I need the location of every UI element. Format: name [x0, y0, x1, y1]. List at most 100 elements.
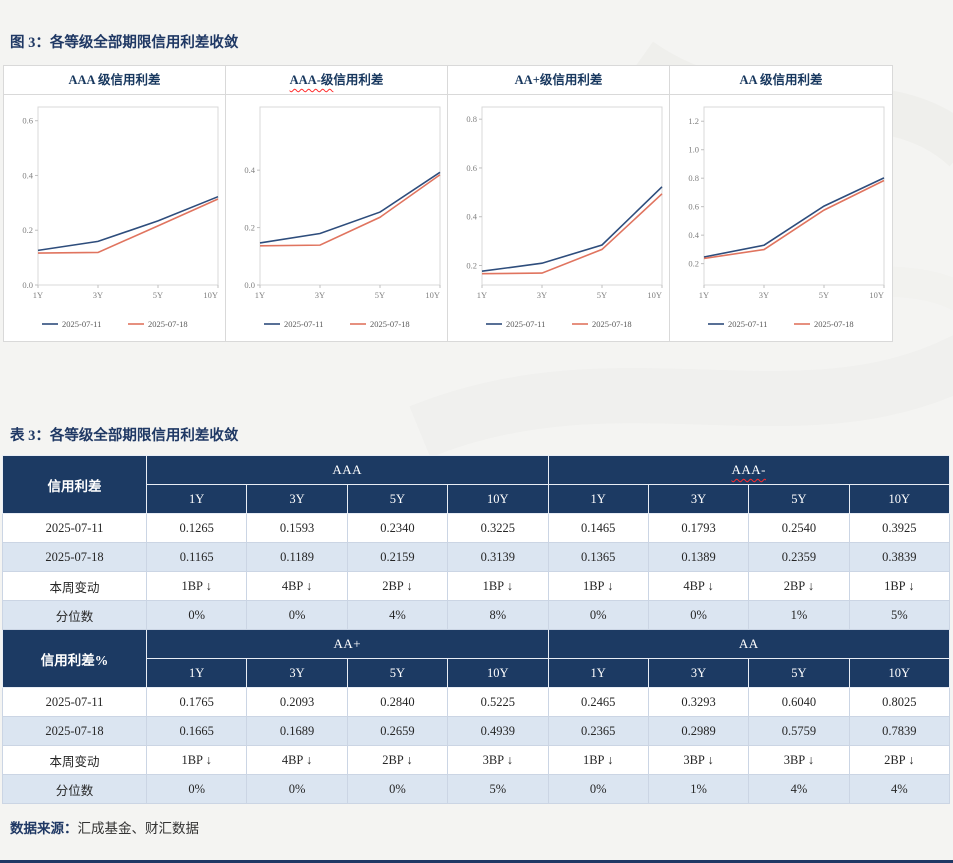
table-group-header: AAA — [146, 455, 549, 485]
table-cell: 1BP ↓ — [145, 571, 248, 601]
svg-text:0.4: 0.4 — [22, 170, 33, 180]
svg-text:5Y: 5Y — [596, 290, 606, 300]
table-row: 2025-07-11 0.1765 0.2093 0.2840 0.5225 0.2465… — [2, 687, 951, 717]
rating-group-label: AA+ — [333, 636, 362, 651]
table-cell: 0.1389 — [647, 542, 750, 572]
svg-text:0.2: 0.2 — [244, 223, 255, 233]
chart-aa: AA 级信用利差 0.2 0.4 0.6 0.8 1.0 1.2 1Y 3Y 5Y 10Y 2025-… — [670, 66, 892, 341]
table-cell: 0.3839 — [848, 542, 951, 572]
table-cell: 0% — [145, 600, 248, 630]
svg-text:0.2: 0.2 — [466, 260, 477, 270]
table-tenor-header: 10Y — [447, 484, 549, 514]
table-cell: 0.1593 — [246, 513, 348, 543]
table-cell: 0.2840 — [346, 687, 449, 717]
table-cell: 0.7839 — [848, 716, 951, 746]
table-tenor-header: 5Y — [748, 658, 850, 688]
table-cell: 0% — [647, 600, 750, 630]
svg-text:1Y: 1Y — [32, 290, 42, 300]
chart-title-text: AAA-级 — [289, 73, 334, 87]
table-cell: 0.2989 — [647, 716, 750, 746]
table-cell: 0.5759 — [748, 716, 850, 746]
page-bottom-rule — [0, 860, 953, 863]
rating-group-label: AAA- — [731, 462, 766, 477]
table-cell: 1BP ↓ — [848, 571, 951, 601]
table-cell: 0% — [547, 774, 649, 804]
chart-title-text: AA 级信用利差 — [739, 73, 823, 87]
table-tenor-header: 10Y — [447, 658, 549, 688]
chart-title-text: AAA 级信用利差 — [68, 73, 161, 87]
table-cell: 5% — [848, 600, 951, 630]
table-cell: 5% — [447, 774, 549, 804]
row-label: 2025-07-11 — [2, 687, 147, 717]
table-cell: 0.6040 — [748, 687, 850, 717]
table-cell: 1BP ↓ — [145, 745, 248, 775]
table-cell: 3BP ↓ — [447, 745, 549, 775]
table-cell: 4% — [748, 774, 850, 804]
table-tenor-header: 3Y — [647, 484, 750, 514]
svg-text:0.6: 0.6 — [22, 116, 33, 126]
svg-text:2025-07-11: 2025-07-11 — [728, 319, 767, 329]
row-label: 本周变动 — [2, 745, 147, 775]
table-cell: 2BP ↓ — [346, 745, 449, 775]
row-label: 本周变动 — [2, 571, 147, 601]
table-corner-label-0: 信用利差 — [2, 455, 147, 514]
svg-text:1Y: 1Y — [476, 290, 486, 300]
table-group-header: AAA- — [547, 455, 950, 485]
svg-text:1Y: 1Y — [254, 290, 264, 300]
table-cell: 0.1365 — [547, 542, 649, 572]
chart-title-aaa: AAA 级信用利差 — [4, 66, 225, 95]
svg-text:10Y: 10Y — [647, 290, 662, 300]
table-tenor-header: 1Y — [547, 658, 649, 688]
table-row: 本周变动 1BP ↓ 4BP ↓ 2BP ↓ 1BP ↓ 1BP ↓ 4BP ↓ 2BP ↓ 1… — [2, 571, 951, 601]
figure-title: 图 3：各等级全部期限信用利差收敛 — [10, 35, 239, 51]
chart-aa-plus: AA+级信用利差 0.2 0.4 0.6 0.8 1Y 3Y 5Y 10Y 2025-07-11 2… — [448, 66, 670, 341]
table-tenor-header: 5Y — [346, 658, 449, 688]
svg-text:2025-07-18: 2025-07-18 — [148, 319, 188, 329]
table-row: 2025-07-18 0.1665 0.1689 0.2659 0.4939 0.2365… — [2, 716, 951, 746]
table-cell: 3BP ↓ — [748, 745, 850, 775]
table-cell: 4BP ↓ — [246, 745, 348, 775]
table-row: 分位数 0% 0% 4% 8% 0% 0% 1% 5% — [2, 600, 951, 630]
table-cell: 0.8025 — [848, 687, 951, 717]
rating-group-label: AA — [738, 636, 759, 651]
svg-text:2025-07-11: 2025-07-11 — [284, 319, 323, 329]
row-label: 2025-07-18 — [2, 716, 147, 746]
svg-text:2025-07-18: 2025-07-18 — [370, 319, 410, 329]
table-cell: 1BP ↓ — [547, 745, 649, 775]
data-source-label: 数据来源： — [10, 821, 78, 836]
table-cell: 0.2093 — [246, 687, 348, 717]
svg-text:1Y: 1Y — [699, 290, 709, 300]
table-cell: 0.3293 — [647, 687, 750, 717]
table-title: 表 3：各等级全部期限信用利差收敛 — [10, 428, 239, 444]
table-tenor-header: 10Y — [848, 484, 951, 514]
svg-text:2025-07-18: 2025-07-18 — [592, 319, 632, 329]
svg-text:5Y: 5Y — [819, 290, 829, 300]
table-row: 分位数 0% 0% 0% 5% 0% 1% 4% 4% — [2, 774, 951, 804]
table-cell: 4BP ↓ — [246, 571, 348, 601]
svg-text:0.8: 0.8 — [466, 114, 477, 124]
table-cell: 0.1165 — [145, 542, 248, 572]
svg-text:2025-07-11: 2025-07-11 — [62, 319, 101, 329]
table-cell: 2BP ↓ — [748, 571, 850, 601]
table-cell: 0.2659 — [346, 716, 449, 746]
table-cell: 0.1793 — [647, 513, 750, 543]
table-cell: 0% — [346, 774, 449, 804]
data-source-text: 汇成基金、财汇数据 — [77, 821, 200, 836]
credit-spread-table: 信用利差 AAA AAA- 1Y 3Y 5Y 10Y 1Y 3Y 5Y 10Y 2025-07-11 0… — [2, 455, 951, 804]
table-row: 本周变动 1BP ↓ 4BP ↓ 2BP ↓ 3BP ↓ 1BP ↓ 3BP ↓ 3BP ↓ 2… — [2, 745, 951, 775]
table-cell: 3BP ↓ — [647, 745, 750, 775]
table-cell: 8% — [447, 600, 549, 630]
chart-title-aa: AA 级信用利差 — [670, 66, 892, 95]
svg-text:3Y: 3Y — [759, 290, 769, 300]
table-tenor-header: 5Y — [346, 484, 449, 514]
svg-text:0.8: 0.8 — [688, 173, 699, 183]
chart-title-text: 信用利差 — [333, 73, 384, 87]
chart-aaa: AAA 级信用利差 0.0 0.2 0.4 0.6 1Y 3Y 5Y 10Y 2025-07-11… — [4, 66, 226, 341]
table-cell: 0.4939 — [447, 716, 549, 746]
svg-text:0.2: 0.2 — [688, 259, 699, 269]
svg-text:0.4: 0.4 — [688, 230, 699, 240]
table-cell: 1% — [647, 774, 750, 804]
table-cell: 0% — [246, 774, 348, 804]
svg-text:0.6: 0.6 — [688, 202, 699, 212]
